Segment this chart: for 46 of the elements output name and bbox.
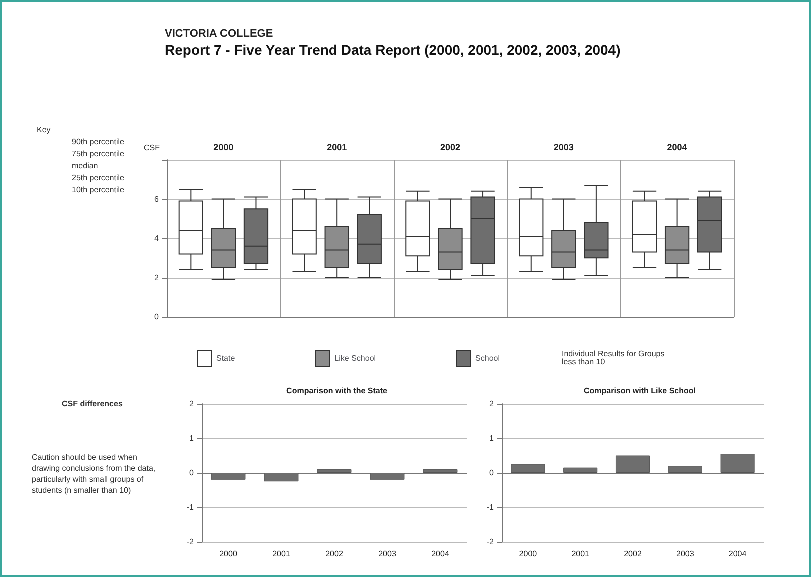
legend-label: State	[216, 354, 236, 363]
x-tick-label: 2003	[676, 550, 695, 558]
x-tick-label: 2001	[572, 550, 590, 558]
y-tick-label: 2	[154, 273, 160, 282]
text: Individual Results for Groups less than 10	[562, 350, 667, 366]
x-tick-label: 2000	[519, 550, 538, 558]
x-tick-label: 2004	[667, 142, 688, 152]
text: 75th percentile	[72, 150, 126, 158]
chart-subtitle: VICTORIA COLLEGE	[165, 28, 274, 40]
y-axis-title: CSF	[144, 144, 160, 152]
x-tick-label: 2004	[728, 550, 748, 558]
y-axis-title: CSF differences	[62, 400, 124, 408]
y-tick-label: 6	[154, 194, 160, 204]
chart-title: Report 7 - Five Year Trend Data Report (2000, 2001, 2002, 2003, 2004)	[165, 42, 621, 58]
y-tick-label: 2	[490, 400, 495, 408]
text: Caution should be used when drawing conclusions from the data, particularly with small groups of students (n smaller than 10)	[32, 453, 158, 495]
x-tick-label: 2002	[326, 550, 344, 558]
chart-title: Comparison with Like School	[584, 386, 696, 396]
x-tick-label: 2003	[378, 550, 397, 558]
x-tick-label: 2000	[214, 142, 234, 152]
y-tick-label: 0	[190, 468, 195, 478]
y-tick-label: -2	[186, 538, 195, 546]
x-tick-label: 2001	[272, 550, 291, 558]
text: median	[72, 162, 98, 170]
y-tick-label: -1	[486, 503, 495, 512]
text: 90th percentile	[72, 138, 126, 146]
text: 10th percentile	[72, 186, 126, 194]
y-tick-label: -1	[186, 503, 195, 512]
y-tick-label: -2	[486, 538, 495, 546]
x-tick-label: 2001	[327, 142, 348, 152]
text: Key	[37, 126, 51, 134]
x-tick-label: 2003	[554, 142, 574, 152]
x-tick-label: 2002	[440, 142, 461, 152]
y-tick-label: 4	[154, 234, 160, 243]
y-tick-label: 1	[490, 434, 495, 443]
x-tick-label: 2002	[624, 550, 642, 558]
y-tick-label: 0	[490, 468, 495, 478]
y-tick-label: 0	[154, 312, 160, 322]
legend-label: School	[476, 354, 500, 363]
text: 25th percentile	[72, 174, 126, 182]
chart-title: Comparison with the State	[286, 386, 388, 396]
x-tick-label: 2000	[220, 550, 238, 558]
legend-label: Like School	[334, 354, 376, 363]
y-tick-label: 2	[190, 400, 195, 408]
x-tick-label: 2004	[432, 550, 450, 558]
y-tick-label: 1	[190, 434, 195, 443]
